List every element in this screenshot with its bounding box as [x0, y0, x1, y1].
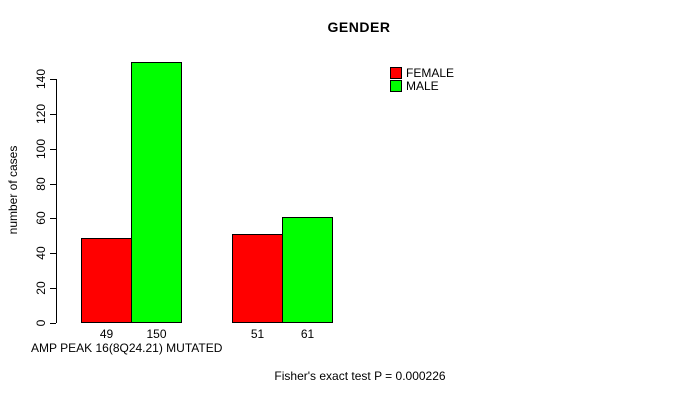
bar-female-group1 [81, 238, 132, 323]
x-axis-title: AMP PEAK 16(8Q24.21) MUTATED [31, 341, 223, 355]
stat-annotation: Fisher's exact test P = 0.000226 [274, 369, 446, 383]
bar-value-label: 51 [250, 327, 265, 341]
y-axis-tick [50, 323, 56, 324]
y-axis-tick-label: 20 [34, 281, 48, 295]
y-axis-tick [50, 288, 56, 289]
y-axis-tick [50, 79, 56, 80]
bar-value-label: 49 [99, 327, 114, 341]
legend-swatch-icon [390, 79, 402, 92]
y-axis-tick-label: 140 [34, 68, 48, 90]
bar-female-group2 [232, 234, 283, 323]
y-axis-line [56, 79, 57, 323]
y-axis-tick [50, 253, 56, 254]
legend: FEMALE MALE [390, 65, 455, 93]
y-axis-tick-label: 80 [34, 177, 48, 191]
legend-row-female: FEMALE [390, 65, 455, 80]
bar-value-label: 150 [146, 327, 167, 341]
y-axis-tick [50, 149, 56, 150]
y-axis-tick-label: 60 [34, 211, 48, 225]
y-axis-tick-label: 0 [34, 319, 48, 327]
y-axis-tick [50, 114, 56, 115]
legend-label: FEMALE [406, 65, 455, 80]
bar-male-group2 [282, 217, 333, 323]
y-axis-tick [50, 184, 56, 185]
legend-swatch-icon [390, 66, 402, 79]
y-axis-tick [50, 218, 56, 219]
y-axis-tick-label: 120 [34, 103, 48, 125]
legend-row-male: MALE [390, 78, 454, 93]
bar-male-group1 [131, 62, 182, 323]
y-axis-title: number of cases [6, 145, 20, 235]
bar-value-label: 61 [300, 327, 315, 341]
legend-label: MALE [406, 78, 439, 93]
y-axis-tick-label: 40 [34, 246, 48, 260]
y-axis-tick-label: 100 [34, 138, 48, 160]
chart-title: GENDER [327, 19, 391, 35]
